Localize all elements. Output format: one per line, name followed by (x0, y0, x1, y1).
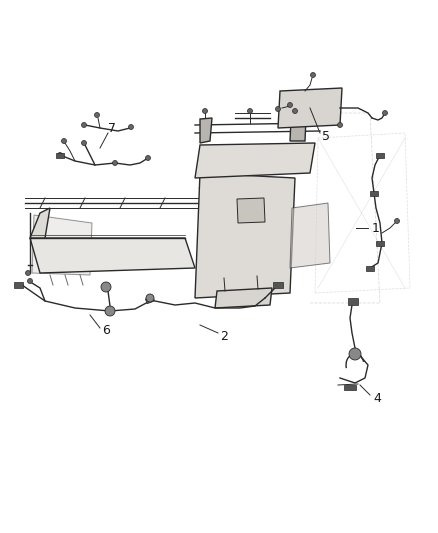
Circle shape (81, 141, 86, 146)
Circle shape (25, 271, 31, 276)
Text: 4: 4 (373, 392, 381, 405)
Circle shape (61, 139, 67, 143)
Bar (273, 282, 283, 288)
Bar (376, 240, 384, 246)
Polygon shape (237, 198, 265, 223)
Circle shape (105, 306, 115, 316)
Circle shape (128, 125, 134, 130)
Polygon shape (200, 118, 212, 143)
Polygon shape (215, 288, 272, 308)
Bar (366, 265, 374, 271)
Bar (56, 152, 64, 157)
Polygon shape (30, 238, 195, 273)
Bar (14, 282, 22, 288)
Text: 6: 6 (102, 325, 110, 337)
Circle shape (202, 109, 208, 114)
Circle shape (95, 112, 99, 117)
Bar (145, 296, 155, 304)
Bar (370, 190, 378, 196)
Circle shape (101, 282, 111, 292)
Circle shape (395, 219, 399, 223)
Polygon shape (290, 118, 306, 141)
Circle shape (146, 294, 154, 302)
Polygon shape (32, 215, 92, 275)
Circle shape (349, 348, 361, 360)
Polygon shape (195, 143, 315, 178)
Bar (376, 152, 384, 157)
Bar (348, 297, 358, 304)
Circle shape (28, 279, 32, 284)
Circle shape (338, 123, 343, 127)
Polygon shape (278, 88, 342, 128)
Polygon shape (30, 208, 50, 238)
Circle shape (57, 152, 63, 157)
Text: 2: 2 (220, 329, 228, 343)
Text: 1: 1 (372, 222, 380, 235)
Circle shape (113, 160, 117, 166)
Circle shape (287, 102, 293, 108)
Circle shape (145, 156, 151, 160)
Circle shape (293, 109, 297, 114)
Circle shape (311, 72, 315, 77)
Polygon shape (290, 203, 330, 268)
Circle shape (382, 110, 388, 116)
Circle shape (276, 107, 280, 111)
Circle shape (247, 109, 252, 114)
Text: 7: 7 (108, 122, 116, 134)
Polygon shape (195, 173, 295, 298)
Circle shape (81, 123, 86, 127)
Bar (344, 384, 356, 390)
Text: 5: 5 (322, 131, 330, 143)
